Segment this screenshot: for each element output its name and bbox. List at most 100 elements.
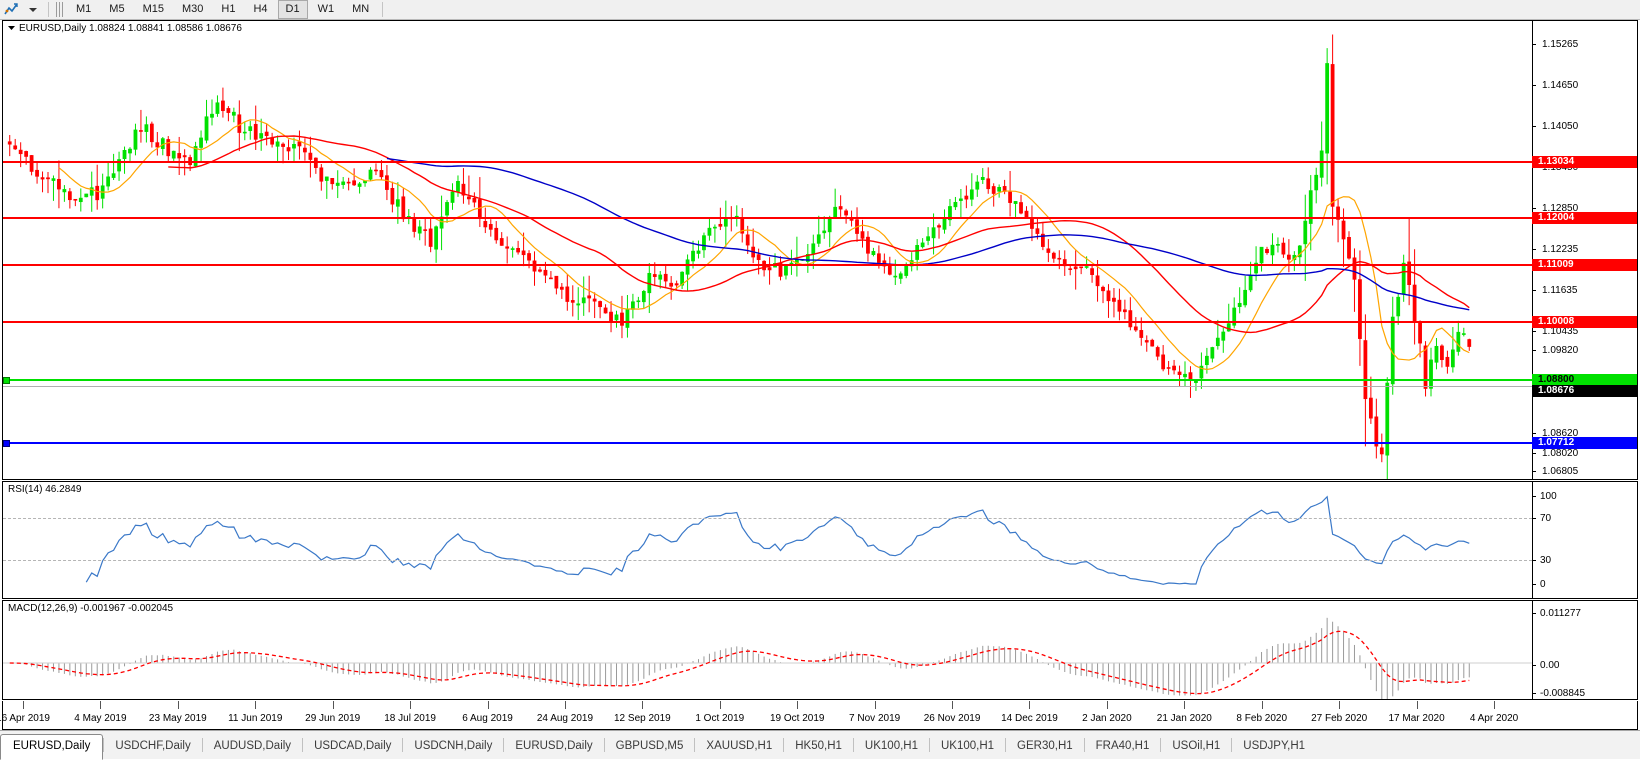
macd-pane[interactable]: MACD(12,26,9) -0.001967 -0.002045 0.0112… bbox=[2, 600, 1638, 700]
rsi-series bbox=[85, 495, 1470, 585]
window-tab-eurusd-daily[interactable]: EURUSD,Daily bbox=[0, 734, 104, 760]
level-line-111009[interactable] bbox=[3, 264, 1532, 266]
level-line-current-price bbox=[3, 386, 1532, 387]
window-tab-usdchf-daily[interactable]: USDCHF,Daily bbox=[115, 740, 191, 752]
time-label: 11 Jun 2019 bbox=[228, 713, 283, 724]
window-tab-hk50-h1[interactable]: HK50,H1 bbox=[795, 740, 842, 752]
time-tick bbox=[255, 701, 257, 709]
time-tick bbox=[952, 701, 954, 709]
price-tag-112004[interactable]: 1.12004 bbox=[1532, 212, 1637, 224]
time-label: 16 Apr 2019 bbox=[0, 713, 50, 724]
window-tab-audusd-daily[interactable]: AUDUSD,Daily bbox=[213, 740, 292, 752]
rsi-pane[interactable]: RSI(14) 46.2849 100 70 30 0 bbox=[2, 481, 1638, 599]
chart-frame: EURUSD,Daily 1.08824 1.08841 1.08586 1.0… bbox=[0, 20, 1640, 730]
window-tab-usdjpy-h1[interactable]: USDJPY,H1 bbox=[1243, 740, 1306, 752]
window-tab-usoil-h1[interactable]: USOil,H1 bbox=[1172, 740, 1221, 752]
toolbar-divider bbox=[48, 2, 49, 17]
time-tick bbox=[23, 701, 24, 709]
top-toolbar: M1 M5 M15 M30 H1 H4 D1 W1 MN bbox=[0, 0, 1640, 20]
rsi-pane-label: RSI(14) 46.2849 bbox=[8, 484, 82, 495]
time-label: 18 Jul 2019 bbox=[384, 713, 436, 724]
price-tag-107712[interactable]: 1.07712 bbox=[1532, 437, 1637, 449]
window-tab-eurusd-daily[interactable]: EURUSD,Daily bbox=[515, 740, 593, 752]
time-tick bbox=[410, 701, 412, 709]
time-tick bbox=[874, 701, 876, 709]
tab-separator bbox=[1005, 738, 1007, 752]
price-tick-5: 1.12850 bbox=[1532, 204, 1637, 214]
time-tick bbox=[487, 701, 489, 709]
tab-separator bbox=[201, 738, 203, 752]
macd-tick-zero: 0.00 bbox=[1532, 661, 1637, 671]
time-label: 26 Nov 2019 bbox=[923, 713, 981, 724]
price-tag-current: 1.08676 bbox=[1532, 385, 1637, 397]
timeframe-d1[interactable]: D1 bbox=[277, 0, 308, 19]
window-tab-fra40-h1[interactable]: FRA40,H1 bbox=[1095, 740, 1150, 752]
triangle-down-icon[interactable] bbox=[8, 25, 16, 31]
tab-separator bbox=[503, 738, 505, 752]
price-plot-area[interactable] bbox=[3, 21, 1532, 479]
window-tab-usdcad-daily[interactable]: USDCAD,Daily bbox=[314, 740, 392, 752]
level-line-113034[interactable] bbox=[3, 161, 1532, 163]
level-line-108800[interactable] bbox=[3, 379, 1532, 381]
window-tab-gbpusd-m5[interactable]: GBPUSD,M5 bbox=[615, 740, 684, 752]
price-tick-1: 1.15265 bbox=[1532, 40, 1637, 50]
level-line-107712[interactable] bbox=[3, 442, 1532, 444]
time-tick bbox=[1029, 701, 1031, 709]
time-label: 21 Jan 2020 bbox=[1156, 713, 1212, 724]
level-line-110008[interactable] bbox=[3, 321, 1532, 323]
time-label: 12 Sep 2019 bbox=[614, 713, 671, 724]
time-label: 27 Feb 2020 bbox=[1311, 713, 1368, 724]
time-tick bbox=[1416, 701, 1418, 709]
timeframe-m30[interactable]: M30 bbox=[181, 3, 204, 15]
price-tag-111009[interactable]: 1.11009 bbox=[1532, 259, 1637, 271]
tab-separator bbox=[103, 738, 105, 752]
tab-separator bbox=[302, 738, 304, 752]
window-tab-usdcnh-daily[interactable]: USDCNH,Daily bbox=[414, 740, 493, 752]
level-handle-108800[interactable] bbox=[3, 377, 10, 384]
price-tick-12: 1.08020 bbox=[1532, 449, 1637, 459]
tab-separator bbox=[402, 738, 404, 752]
price-tag-110008[interactable]: 1.10008 bbox=[1532, 316, 1637, 328]
time-label: 19 Oct 2019 bbox=[769, 713, 825, 724]
window-tab-uk100-h1[interactable]: UK100,H1 bbox=[940, 740, 995, 752]
price-tick-6: 1.12235 bbox=[1532, 245, 1637, 255]
rsi-tick-30: 30 bbox=[1532, 556, 1637, 566]
price-tag-113034[interactable]: 1.13034 bbox=[1532, 156, 1637, 168]
timeframe-h4[interactable]: H4 bbox=[253, 3, 268, 15]
level-line-112004[interactable] bbox=[3, 217, 1532, 219]
tab-separator bbox=[1231, 738, 1233, 752]
price-tick-2: 1.14650 bbox=[1532, 81, 1637, 91]
indicators-icon[interactable] bbox=[0, 1, 22, 18]
price-tag-108800[interactable]: 1.08800 bbox=[1532, 374, 1637, 386]
time-label: 23 May 2019 bbox=[148, 713, 207, 724]
time-label: 29 Jun 2019 bbox=[305, 713, 361, 724]
timeframe-m15[interactable]: M15 bbox=[142, 3, 164, 15]
time-tick bbox=[642, 701, 644, 709]
rsi-tick-0: 0 bbox=[1532, 580, 1637, 590]
time-label: 17 Mar 2020 bbox=[1388, 713, 1445, 724]
timeframe-m1[interactable]: M1 bbox=[76, 3, 92, 15]
price-tick-8: 1.10435 bbox=[1532, 327, 1637, 337]
window-tab-uk100-h1[interactable]: UK100,H1 bbox=[864, 740, 918, 752]
window-tab-xauusd-h1[interactable]: XAUUSD,H1 bbox=[706, 740, 773, 752]
toolbar-grip[interactable] bbox=[56, 2, 64, 17]
rsi-tick-70: 70 bbox=[1532, 514, 1637, 524]
window-tab-ger30-h1[interactable]: GER30,H1 bbox=[1017, 740, 1073, 752]
price-pane[interactable]: EURUSD,Daily 1.08824 1.08841 1.08586 1.0… bbox=[2, 20, 1638, 499]
level-handle-107712[interactable] bbox=[3, 440, 10, 447]
timeframe-h1[interactable]: H1 bbox=[221, 3, 236, 15]
time-tick bbox=[564, 701, 566, 709]
time-tick bbox=[1261, 701, 1263, 709]
tab-separator bbox=[928, 738, 930, 752]
rsi-guide-30 bbox=[3, 560, 1532, 561]
macd-pane-label: MACD(12,26,9) -0.001967 -0.002045 bbox=[8, 603, 174, 614]
time-label: 1 Oct 2019 bbox=[695, 713, 745, 724]
timeframe-m5[interactable]: M5 bbox=[109, 3, 125, 15]
timeframe-mn[interactable]: MN bbox=[352, 3, 370, 15]
price-axis[interactable]: 1.15265 1.14650 1.14050 1.13450 1.12850 … bbox=[1532, 21, 1637, 499]
dropdown-arrow-icon[interactable] bbox=[22, 1, 44, 18]
time-label: 24 Aug 2019 bbox=[536, 713, 594, 724]
timeframe-w1[interactable]: W1 bbox=[317, 3, 335, 15]
chart-window-tabs: EURUSD,Daily USDCHF,Daily AUDUSD,Daily USDC… bbox=[0, 730, 1640, 760]
macd-tick-high: 0.011277 bbox=[1532, 609, 1637, 619]
